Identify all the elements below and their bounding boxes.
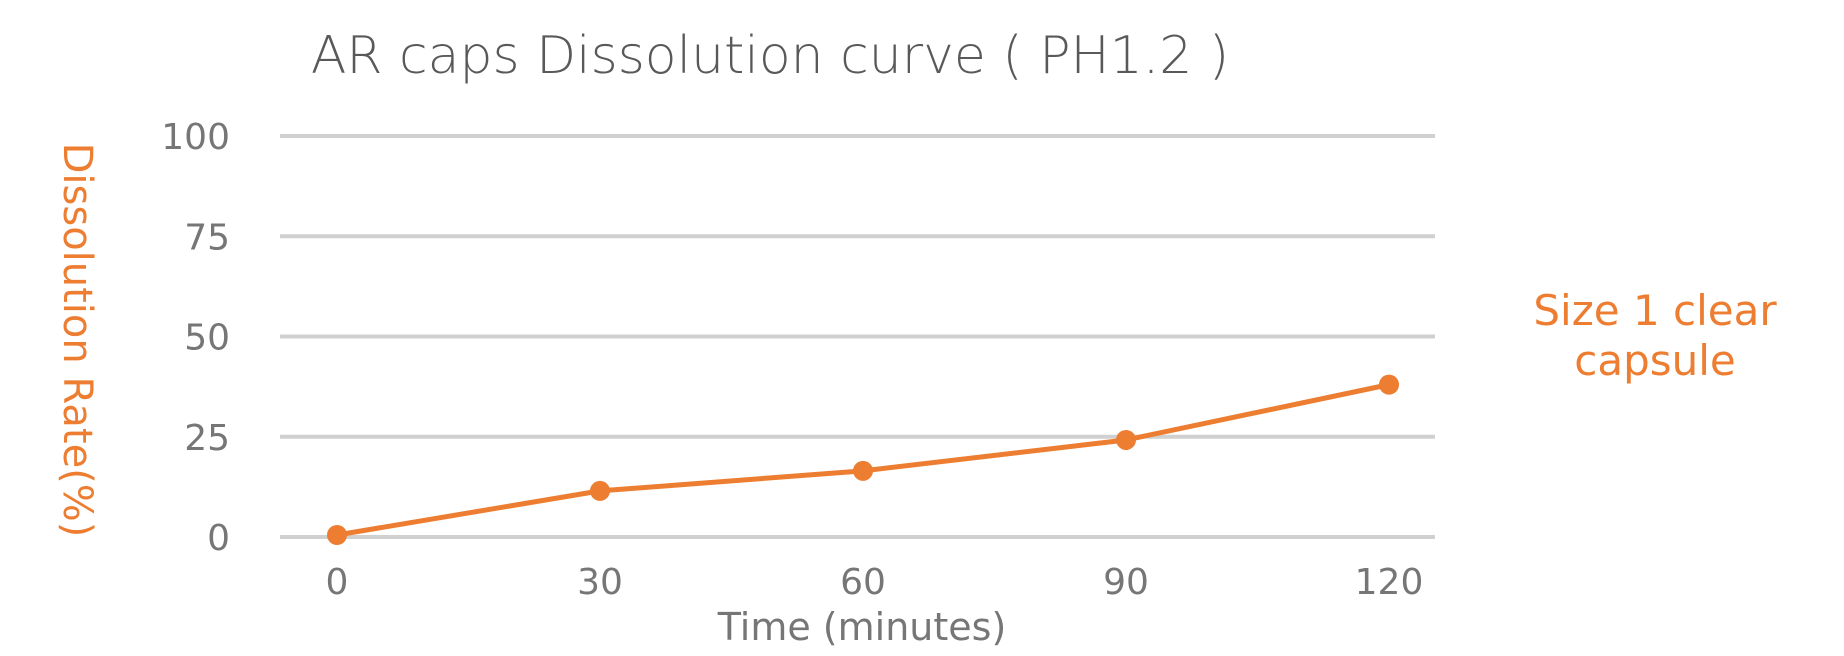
y-tick-label: 25 [184, 418, 230, 459]
y-axis-ticks: 0 25 50 75 100 [161, 117, 230, 559]
y-tick-label: 0 [207, 518, 230, 559]
data-point [1116, 429, 1136, 450]
gridlines [280, 134, 1435, 539]
series-line [336, 382, 1390, 538]
data-point [327, 524, 347, 545]
x-tick-label: 0 [326, 562, 349, 603]
y-tick-label: 75 [184, 217, 230, 258]
legend-label-line-1: Size 1 clear [1533, 286, 1777, 335]
series-layer [327, 374, 1399, 545]
legend: Size 1 clear capsule [1533, 286, 1777, 385]
legend-label-line-2: capsule [1574, 336, 1736, 385]
y-tick-label: 100 [161, 117, 230, 158]
chart-title: AR caps Dissolution curve ( PH1.2 ) [311, 26, 1229, 86]
y-axis-title: Dissolution Rate(%) [54, 143, 100, 538]
data-point [590, 480, 610, 501]
x-tick-label: 90 [1103, 562, 1149, 603]
x-tick-label: 120 [1355, 562, 1424, 603]
data-point [1379, 374, 1399, 395]
x-tick-label: 60 [840, 562, 886, 603]
y-tick-label: 50 [184, 318, 230, 359]
x-axis-title: Time (minutes) [717, 605, 1007, 649]
x-tick-label: 30 [577, 562, 623, 603]
data-point [853, 460, 873, 481]
x-axis-ticks: 0 30 60 90 120 [326, 562, 1424, 603]
